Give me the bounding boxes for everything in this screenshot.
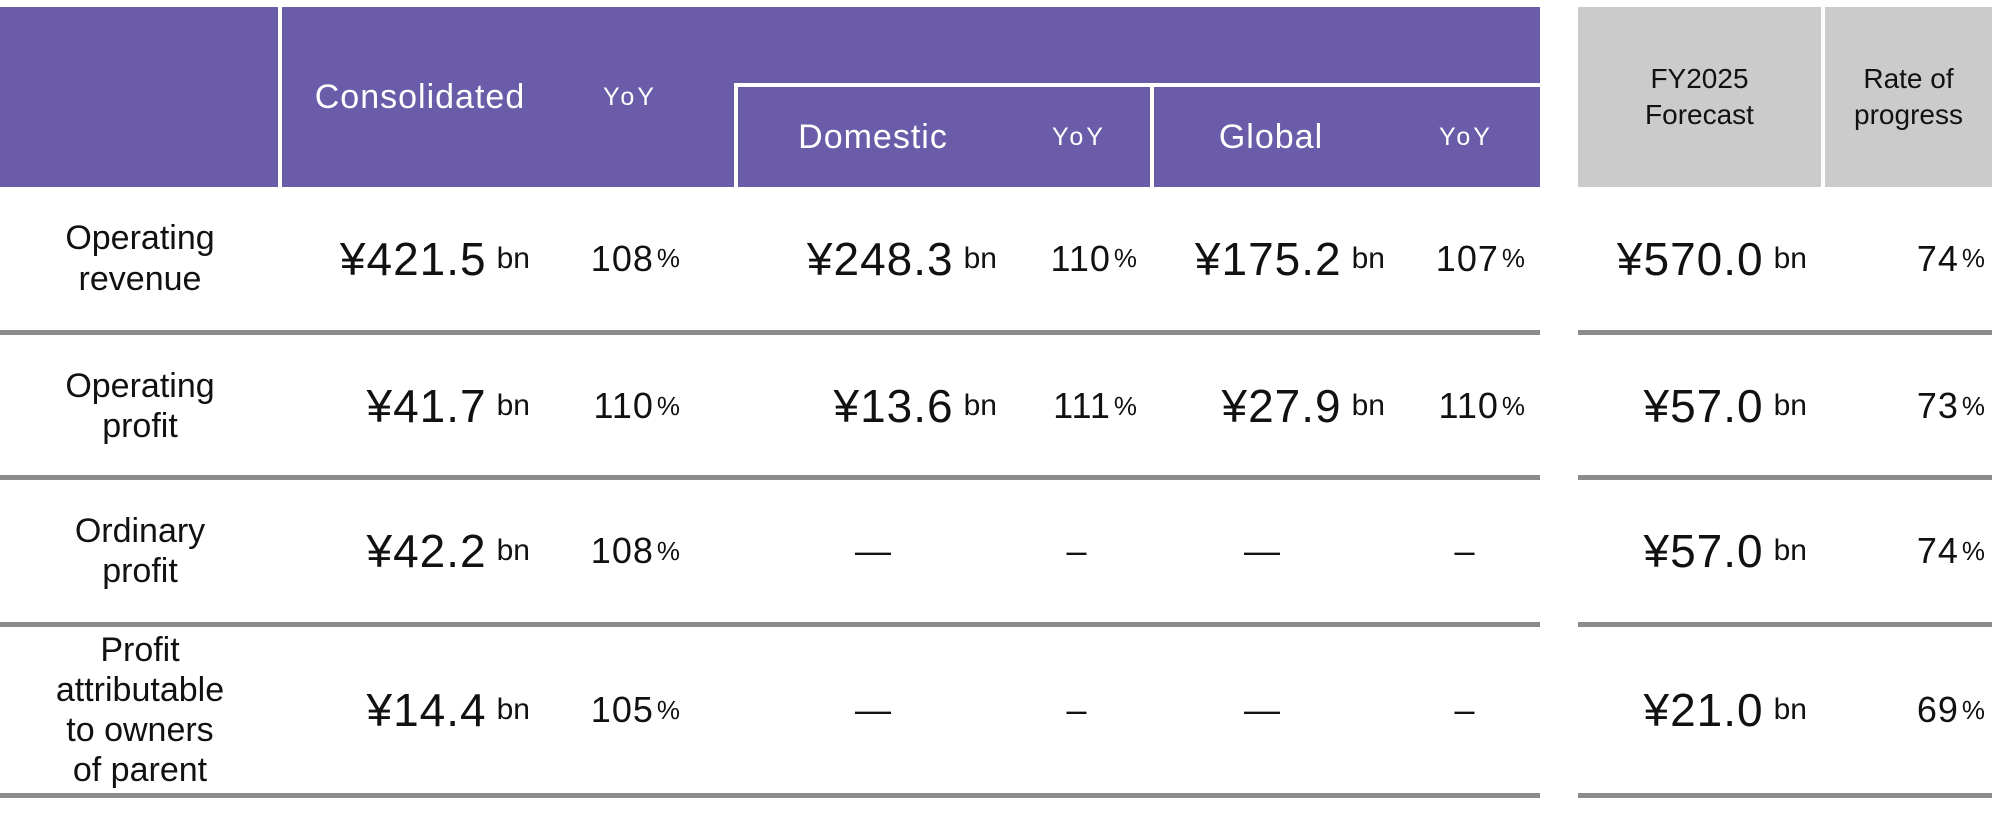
forecast-value-cell: ¥21.0 bn: [1643, 684, 1808, 736]
row-divider-line: [0, 622, 1540, 627]
header-label-column-divider: [278, 7, 282, 187]
column-header-consolidated-yoy: YoY: [603, 82, 657, 111]
forecast-value-cell: ¥570.0 bn: [1616, 232, 1807, 285]
global-value-cell: ¥175.2 bn: [1194, 232, 1385, 285]
consolidated-value-cell: ¥42.2 bn: [366, 525, 531, 577]
domestic-value-cell: ¥13.6 bn: [833, 380, 998, 432]
progress-value-cell: 73%: [1916, 385, 1985, 426]
column-header-fy2025-forecast: FY2025 Forecast: [1645, 62, 1754, 130]
row-label: Operating profit: [65, 366, 215, 445]
global-yoy-cell: 107%: [1435, 237, 1525, 279]
global-yoy-cell: –: [1454, 689, 1476, 730]
global-yoy-cell: 110%: [1438, 385, 1525, 426]
row-divider-line: [1578, 475, 1992, 480]
row-operating-profit: Operating profit ¥41.7 bn 110% ¥13.6 bn 11…: [0, 337, 2000, 475]
row-ordinary-profit: Ordinary profit ¥42.2 bn 108% — – — – ¥57…: [0, 480, 2000, 622]
segment-header-box: Domestic YoY Global YoY: [734, 83, 1540, 187]
column-header-global-yoy: YoY: [1439, 122, 1493, 151]
row-divider-line: [0, 475, 1540, 480]
progress-value-cell: 74%: [1916, 237, 1985, 279]
table-header-purple-band: Consolidated YoY Domestic YoY Global YoY: [0, 7, 1540, 187]
consolidated-yoy-cell: 110%: [593, 385, 680, 426]
forecast-header-divider: [1821, 7, 1825, 187]
row-operating-revenue: Operating revenue ¥421.5 bn 108% ¥248.3 bn…: [0, 187, 2000, 330]
column-header-domestic: Domestic: [798, 117, 948, 156]
row-divider-line: [0, 330, 1540, 335]
row-label: Ordinary profit: [74, 511, 206, 590]
column-header-global: Global: [1218, 117, 1324, 156]
global-value-cell: —: [1244, 689, 1281, 730]
consolidated-yoy-cell: 108%: [590, 530, 680, 571]
row-divider-line: [1578, 793, 1992, 798]
global-value-cell: ¥27.9 bn: [1221, 380, 1386, 432]
row-divider-line: [1578, 330, 1992, 335]
global-yoy-cell: –: [1454, 530, 1476, 571]
row-profit-attributable-to-owners-of-parent: Profit attributable to owners of parent …: [0, 627, 2000, 793]
domestic-yoy-cell: 111%: [1053, 385, 1137, 426]
column-header-consolidated: Consolidated: [314, 77, 526, 116]
forecast-value-cell: ¥57.0 bn: [1643, 525, 1808, 577]
domestic-yoy-cell: –: [1066, 530, 1088, 571]
segment-header-divider: [1150, 87, 1154, 187]
global-value-cell: —: [1244, 530, 1281, 571]
domestic-yoy-cell: 110%: [1050, 237, 1137, 279]
row-divider-line: [1578, 622, 1992, 627]
row-label: Profit attributable to owners of parent: [55, 630, 225, 790]
consolidated-value-cell: ¥41.7 bn: [366, 380, 531, 432]
domestic-value-cell: ¥248.3 bn: [806, 232, 997, 285]
forecast-header-gray-band: FY2025 Forecast Rate of progress: [1578, 7, 1992, 187]
consolidated-yoy-cell: 108%: [590, 237, 680, 279]
column-header-domestic-yoy: YoY: [1052, 122, 1106, 151]
domestic-yoy-cell: –: [1066, 689, 1088, 730]
domestic-value-cell: —: [855, 689, 892, 730]
progress-value-cell: 74%: [1916, 530, 1985, 571]
consolidated-value-cell: ¥14.4 bn: [366, 684, 531, 736]
row-label: Operating revenue: [65, 219, 215, 298]
forecast-value-cell: ¥57.0 bn: [1643, 380, 1808, 432]
row-divider-line: [0, 793, 1540, 798]
progress-value-cell: 69%: [1916, 689, 1985, 730]
consolidated-value-cell: ¥421.5 bn: [339, 232, 530, 285]
column-header-rate-of-progress: Rate of progress: [1854, 62, 1963, 130]
consolidated-yoy-cell: 105%: [590, 689, 680, 730]
domestic-value-cell: —: [855, 530, 892, 571]
